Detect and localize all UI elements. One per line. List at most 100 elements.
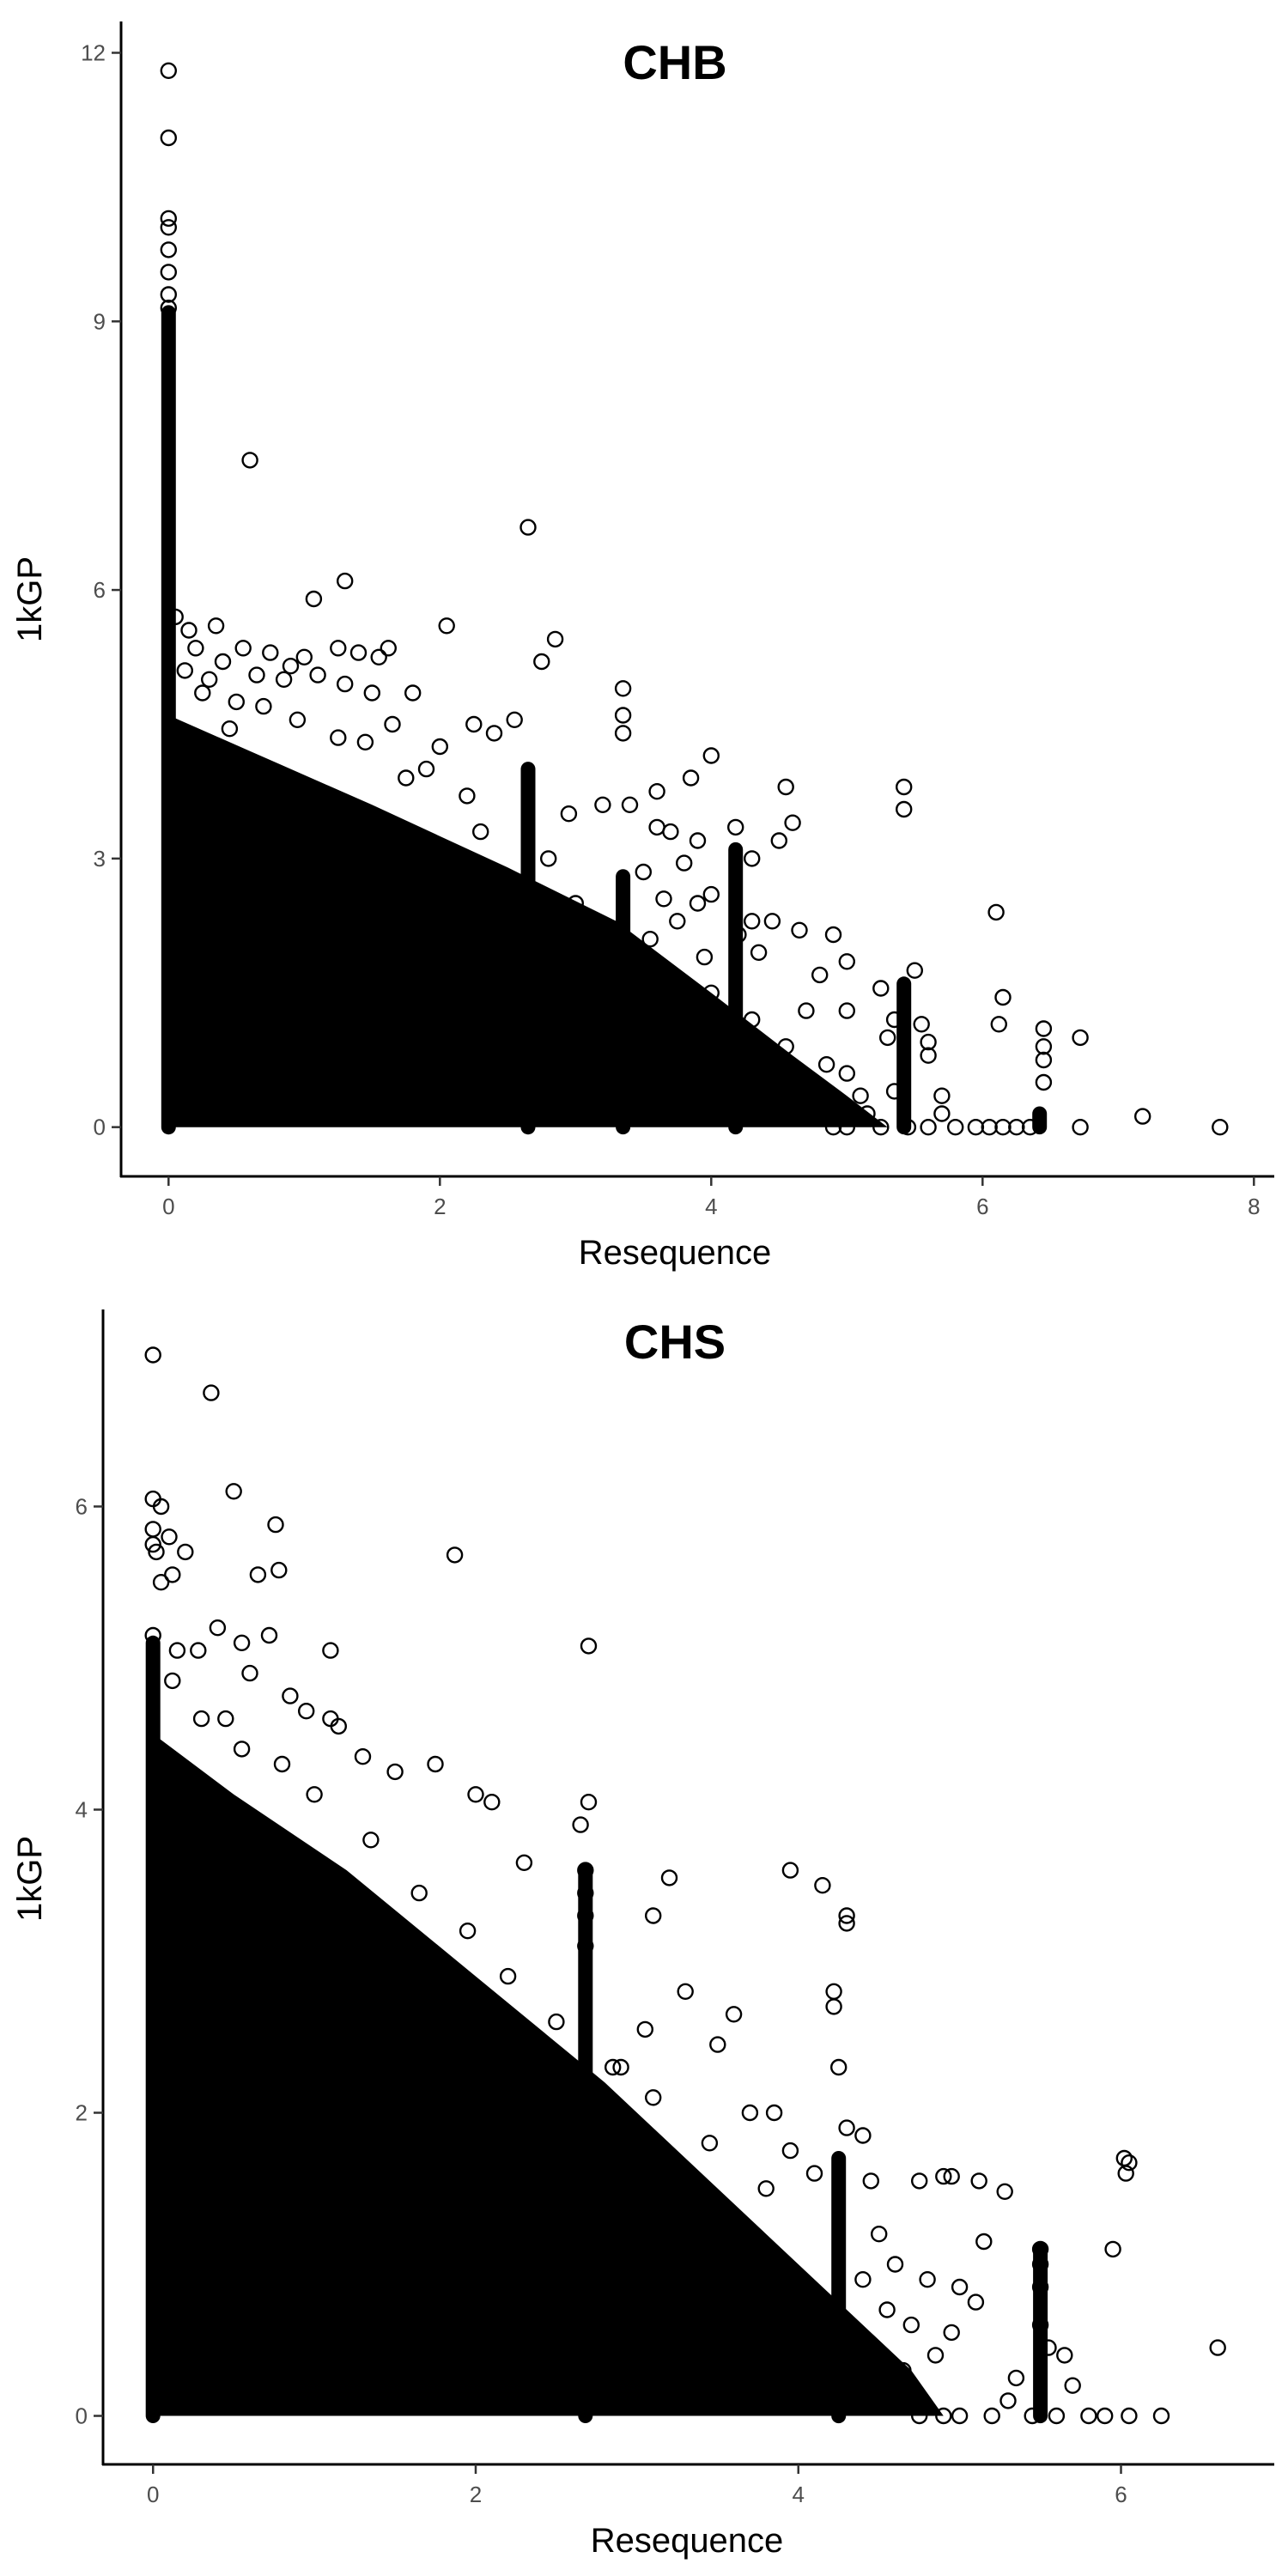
chs-panel-title: CHS <box>624 1315 726 1369</box>
data-point <box>164 1566 181 1583</box>
data-point <box>702 747 720 764</box>
data-point <box>872 980 890 997</box>
data-point <box>152 1498 170 1516</box>
data-point <box>878 1029 896 1047</box>
data-point <box>337 572 354 590</box>
y-tick-label: 0 <box>76 2403 88 2429</box>
data-point <box>999 2392 1017 2409</box>
data-point <box>645 1907 662 1924</box>
data-point <box>951 2407 969 2425</box>
data-point <box>190 1642 207 1659</box>
y-tick-label: 6 <box>76 1493 88 1519</box>
data-point <box>306 1786 323 1803</box>
data-point <box>744 1011 761 1029</box>
data-point <box>970 2172 987 2190</box>
chb-data-points <box>160 62 1229 1136</box>
data-point <box>701 2135 719 2152</box>
data-point <box>506 711 523 728</box>
data-point <box>906 962 924 979</box>
data-point <box>910 2407 928 2425</box>
data-point <box>920 1033 937 1051</box>
data-point <box>260 1626 278 1644</box>
data-point <box>1121 2154 1138 2172</box>
data-point <box>1072 1029 1089 1047</box>
data-point <box>817 1055 835 1073</box>
data-point <box>838 1907 855 1924</box>
data-point <box>417 760 435 778</box>
data-point <box>943 2324 960 2342</box>
data-point <box>1096 2407 1114 2425</box>
data-point <box>194 684 211 702</box>
data-point <box>164 1672 181 1690</box>
data-point <box>499 1967 517 1985</box>
data-point <box>1080 2407 1097 2425</box>
data-point <box>730 926 747 944</box>
data-point <box>676 854 693 872</box>
data-point <box>935 2167 952 2185</box>
data-point <box>648 783 665 800</box>
data-point <box>886 2256 904 2273</box>
data-point <box>200 671 218 688</box>
data-point <box>160 264 178 281</box>
data-point <box>160 62 178 80</box>
y-tick-label: 2 <box>76 2099 88 2125</box>
data-point <box>330 1717 347 1735</box>
x-tick-label: 0 <box>162 1194 174 1219</box>
x-tick-label: 4 <box>705 1194 717 1219</box>
data-point <box>1021 1118 1039 1136</box>
data-point <box>221 720 239 738</box>
data-point <box>854 2127 872 2144</box>
data-point <box>356 733 374 750</box>
x-tick-label: 4 <box>793 2482 805 2507</box>
data-point <box>467 1786 484 1803</box>
data-point <box>885 1083 903 1100</box>
x-tick-label: 6 <box>976 1194 988 1219</box>
x-tick-label: 2 <box>434 1194 446 1219</box>
data-point <box>878 2301 896 2318</box>
data-point <box>305 590 323 608</box>
chb-ticks: 0 2 4 6 8 0 3 6 9 12 <box>81 39 1260 1219</box>
point-streak <box>578 1862 593 2423</box>
data-point <box>902 2316 920 2334</box>
data-point <box>709 2036 726 2053</box>
data-point <box>233 1634 251 1652</box>
data-point <box>262 644 279 661</box>
data-point <box>838 1002 855 1019</box>
data-point <box>830 2058 848 2076</box>
data-point <box>920 1047 937 1064</box>
data-point <box>362 1832 380 1849</box>
data-point <box>725 2006 743 2023</box>
point-streak <box>831 2151 847 2424</box>
data-point <box>895 2361 912 2379</box>
data-point <box>702 885 720 903</box>
data-point <box>951 2278 969 2296</box>
data-point <box>161 1528 178 1546</box>
scatter-panel-chs: 0 2 4 6 0 2 4 6 CHS Resequence 1kGP <box>11 1309 1274 2560</box>
data-point <box>465 715 483 733</box>
data-point <box>777 1038 794 1055</box>
data-point <box>983 2407 1000 2425</box>
chs-data-points <box>144 1346 1226 2425</box>
y-tick-label: 3 <box>94 846 106 872</box>
data-point <box>446 1546 464 1564</box>
data-point <box>177 1543 194 1561</box>
data-point <box>289 711 307 728</box>
data-point <box>1007 2369 1025 2387</box>
data-point <box>1040 2339 1057 2356</box>
x-tick-label: 8 <box>1248 1194 1260 1219</box>
data-point <box>1031 2256 1049 2273</box>
data-point <box>814 1876 831 1894</box>
data-point <box>612 2058 629 2076</box>
data-point <box>176 662 194 679</box>
data-point <box>910 2172 928 2190</box>
data-point <box>144 1346 161 1364</box>
data-point <box>689 895 707 912</box>
data-point <box>798 1083 815 1100</box>
data-point <box>225 1483 242 1500</box>
data-point <box>669 913 686 930</box>
data-point <box>614 725 632 742</box>
data-point <box>682 769 700 787</box>
data-point <box>349 644 368 661</box>
data-point <box>472 823 489 841</box>
